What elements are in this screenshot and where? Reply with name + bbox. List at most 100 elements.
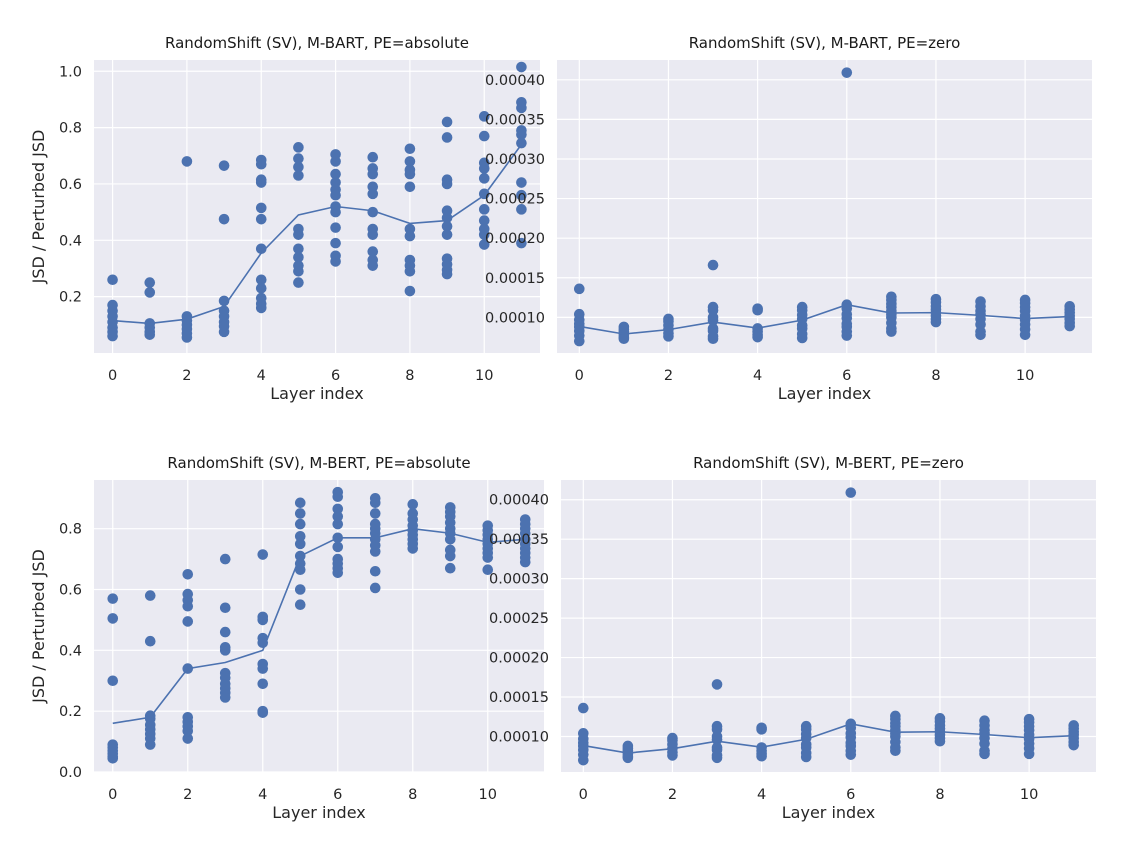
plot-area	[561, 480, 1096, 772]
subplot-2: 0 2 4 6 8 10 0.00010 0.00015 0.00020 0.00025 0.000…	[485, 34, 1092, 403]
y-tick-label: 0.00010	[489, 729, 549, 745]
data-point	[144, 287, 156, 298]
y-tick-label: 0.00040	[485, 73, 545, 89]
data-point	[219, 645, 231, 656]
data-point	[478, 215, 490, 226]
data-point	[369, 508, 381, 519]
x-tick-label: 8	[931, 368, 940, 384]
x-tick-label: 2	[668, 787, 677, 803]
data-point	[756, 724, 767, 735]
mean-line	[583, 723, 1074, 754]
data-point	[367, 188, 379, 200]
data-point	[478, 163, 490, 174]
x-tick-label: 8	[408, 787, 417, 803]
y-tick-label: 0.00015	[489, 690, 549, 706]
data-point	[330, 156, 341, 167]
x-tick-label: 4	[753, 368, 762, 384]
data-point	[404, 285, 416, 297]
data-point	[404, 265, 416, 277]
data-point	[294, 508, 306, 519]
data-point	[930, 316, 942, 328]
data-point	[478, 173, 490, 184]
data-point	[367, 151, 379, 163]
data-point	[144, 329, 156, 340]
data-point	[404, 230, 416, 242]
data-point	[367, 246, 379, 257]
data-point	[294, 530, 306, 542]
data-point	[294, 564, 306, 576]
data-point	[711, 752, 723, 764]
x-tick-label: 8	[405, 368, 414, 384]
data-point	[441, 220, 453, 232]
data-point	[800, 751, 812, 763]
x-tick-label: 6	[842, 368, 851, 384]
x-tick-label: 0	[108, 787, 117, 803]
data-point	[257, 549, 269, 560]
data-point	[845, 749, 857, 760]
mean-line	[112, 144, 523, 325]
data-point	[404, 156, 416, 167]
data-point	[516, 237, 527, 249]
x-tick-label: 8	[935, 787, 944, 803]
data-point	[482, 552, 494, 563]
data-point	[144, 739, 156, 750]
data-point	[332, 541, 344, 553]
y-tick-label: 0.00025	[485, 192, 545, 208]
y-tick-label: 0.00035	[485, 112, 545, 128]
data-point	[975, 329, 986, 341]
y-tick-label: 0.00010	[485, 310, 545, 326]
x-tick-label: 10	[1016, 368, 1034, 384]
x-tick-label: 0	[575, 368, 584, 384]
data-point	[255, 302, 267, 314]
data-point	[516, 61, 527, 73]
data-point	[369, 546, 381, 557]
chart-title: RandomShift (SV), M-BART, PE=absolute	[165, 34, 469, 52]
data-point	[332, 567, 344, 579]
x-tick-label: 0	[108, 368, 117, 384]
data-point	[293, 142, 304, 153]
data-point	[255, 274, 267, 286]
y-tick-label: 0.4	[59, 233, 82, 249]
x-tick-label: 2	[664, 368, 673, 384]
data-point	[577, 702, 589, 714]
y-tick-label: 0.00035	[489, 532, 549, 548]
data-point	[934, 735, 946, 747]
chart-title: RandomShift (SV), M-BERT, PE=absolute	[167, 454, 470, 472]
subplot-4: 0 2 4 6 8 10 0.00010 0.00015 0.00020 0.00025 0.000…	[489, 454, 1096, 822]
y-tick-label: 0.00040	[489, 493, 549, 509]
data-point	[886, 326, 897, 337]
data-point	[257, 614, 269, 626]
plot-area	[94, 60, 540, 353]
y-tick-label: 0.00020	[485, 231, 545, 247]
y-tick-label: 0.00030	[489, 572, 549, 588]
y-axis-label: JSD / Perturbed JSD	[29, 549, 48, 704]
data-point	[369, 565, 381, 577]
data-point	[516, 129, 527, 140]
data-point	[294, 599, 306, 611]
data-point	[404, 168, 416, 180]
x-tick-label: 2	[183, 787, 192, 803]
data-point	[293, 277, 304, 288]
subplot-3: 0 2 4 6 8 10 0.0 0.2 0.4 0.6 0.8 RandomShift (SV), …	[29, 454, 544, 822]
data-point	[577, 754, 589, 766]
data-point	[890, 745, 901, 756]
data-point	[144, 277, 156, 288]
y-tick-label: 0.2	[59, 704, 82, 720]
data-point	[707, 259, 719, 271]
data-point	[573, 335, 585, 347]
subplot-1: 0 2 4 6 8 10 0.2 0.4 0.6 0.8 1.0 RandomShift (SV), …	[29, 34, 540, 403]
data-point	[255, 158, 267, 170]
data-point	[182, 600, 194, 612]
x-tick-label: 10	[479, 787, 497, 803]
data-point	[182, 725, 194, 737]
data-point	[294, 497, 306, 509]
data-point	[1068, 739, 1080, 751]
y-tick-label: 0.2	[59, 290, 82, 306]
x-axis-label: Layer index	[782, 803, 875, 822]
data-point	[293, 229, 304, 240]
x-tick-label: 4	[257, 368, 266, 384]
data-point	[182, 733, 194, 744]
data-point	[218, 326, 230, 338]
data-point	[622, 752, 634, 764]
chart-title: RandomShift (SV), M-BART, PE=zero	[689, 34, 961, 52]
